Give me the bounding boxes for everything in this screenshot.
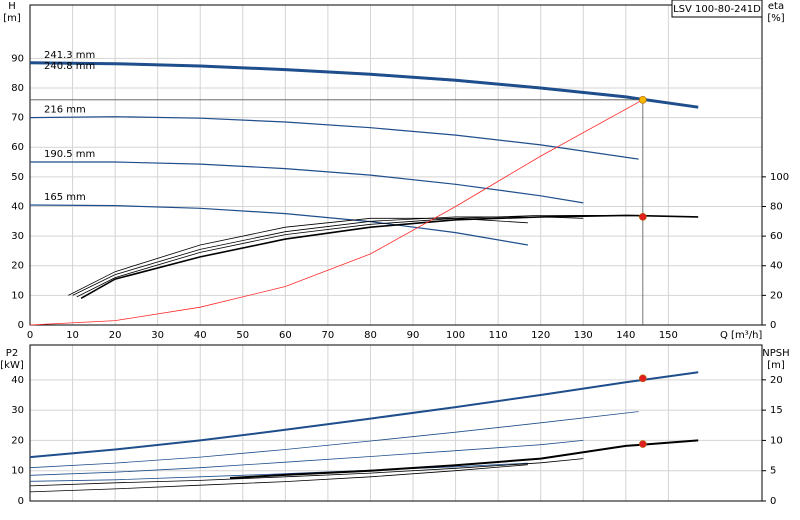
operating-point: [639, 440, 647, 448]
y2-tick-label: 15: [770, 405, 783, 416]
x-axis-label: Q [m³/h]: [720, 330, 762, 341]
y2-tick-label: 10: [770, 435, 783, 446]
y2-tick-label: 60: [770, 231, 783, 242]
y-axis-label: H: [8, 1, 16, 12]
x-tick-label: 50: [236, 330, 249, 341]
y2-tick-label: 20: [770, 290, 783, 301]
curve: [29, 204, 529, 246]
curve-label: 190.5 mm: [44, 149, 95, 160]
curve: [229, 439, 699, 479]
y-tick-label: 90: [11, 53, 24, 64]
curve: [72, 216, 584, 296]
plot-frame: [29, 4, 763, 326]
operating-point: [639, 374, 647, 383]
curve: [29, 458, 584, 487]
plot-frame: [29, 344, 763, 502]
y2-tick-label: 5: [770, 466, 776, 477]
x-tick-label: 100: [446, 330, 465, 341]
y2-axis-label: eta: [768, 1, 784, 12]
curve: [29, 61, 699, 109]
y-tick-label: 40: [11, 201, 24, 212]
y-tick-label: 50: [11, 172, 24, 183]
y-tick-label: 0: [18, 320, 24, 331]
y2-axis-label: NPSH: [762, 348, 789, 359]
y-tick-label: 20: [11, 261, 24, 272]
y2-tick-label: 20: [770, 375, 783, 386]
x-tick-label: 120: [531, 330, 550, 341]
curve: [29, 116, 639, 160]
y-tick-label: 0: [18, 496, 24, 507]
x-tick-label: 40: [194, 330, 207, 341]
curve: [29, 464, 528, 493]
y-axis-label: [m]: [3, 13, 21, 24]
x-tick-label: 90: [407, 330, 420, 341]
curve: [80, 214, 699, 299]
y-tick-label: 20: [11, 435, 24, 446]
x-tick-label: 140: [616, 330, 635, 341]
curve: [29, 462, 528, 482]
annotation: LSV 100-80-241D: [673, 4, 761, 15]
curve: [30, 161, 584, 204]
y-tick-label: 30: [11, 231, 24, 242]
y2-tick-label: 40: [770, 261, 783, 272]
y2-axis-label: [%]: [767, 13, 784, 24]
curve-label: 216 mm: [44, 105, 86, 116]
curve-label: 165 mm: [44, 192, 86, 203]
x-tick-label: 150: [659, 330, 678, 341]
annotation-box: [671, 0, 763, 18]
x-tick-label: 80: [364, 330, 377, 341]
x-tick-label: 0: [27, 330, 33, 341]
x-tick-label: 110: [489, 330, 508, 341]
y2-axis-label: [m]: [767, 360, 785, 371]
y-tick-label: 70: [11, 113, 24, 124]
x-tick-label: 130: [574, 330, 593, 341]
x-tick-label: 20: [109, 330, 122, 341]
curve: [29, 62, 699, 109]
operating-point: [639, 213, 647, 221]
x-tick-label: 60: [279, 330, 292, 341]
y-tick-label: 80: [11, 83, 24, 94]
y2-tick-label: 80: [770, 201, 783, 212]
y2-tick-label: 0: [770, 496, 776, 507]
x-tick-label: 10: [66, 330, 79, 341]
y-tick-label: 60: [11, 142, 24, 153]
curve: [76, 215, 639, 298]
x-tick-label: 30: [151, 330, 164, 341]
operating-point: [639, 96, 647, 104]
y2-tick-label: 100: [770, 172, 789, 183]
curve-label: 240.8 mm: [44, 61, 95, 72]
curve: [68, 217, 528, 296]
curve-label: 241.3 mm: [44, 50, 95, 61]
y-tick-label: 10: [11, 290, 24, 301]
curve: [29, 440, 584, 476]
y-axis-label: [kW]: [0, 360, 24, 371]
y-tick-label: 10: [11, 466, 24, 477]
y-tick-label: 40: [11, 375, 24, 386]
y-tick-label: 30: [11, 405, 24, 416]
curve: [29, 371, 699, 459]
x-tick-label: 70: [322, 330, 335, 341]
y2-tick-label: 0: [770, 320, 776, 331]
curve: [29, 411, 639, 469]
y-axis-label: P2: [6, 348, 18, 359]
curve: [29, 99, 643, 326]
